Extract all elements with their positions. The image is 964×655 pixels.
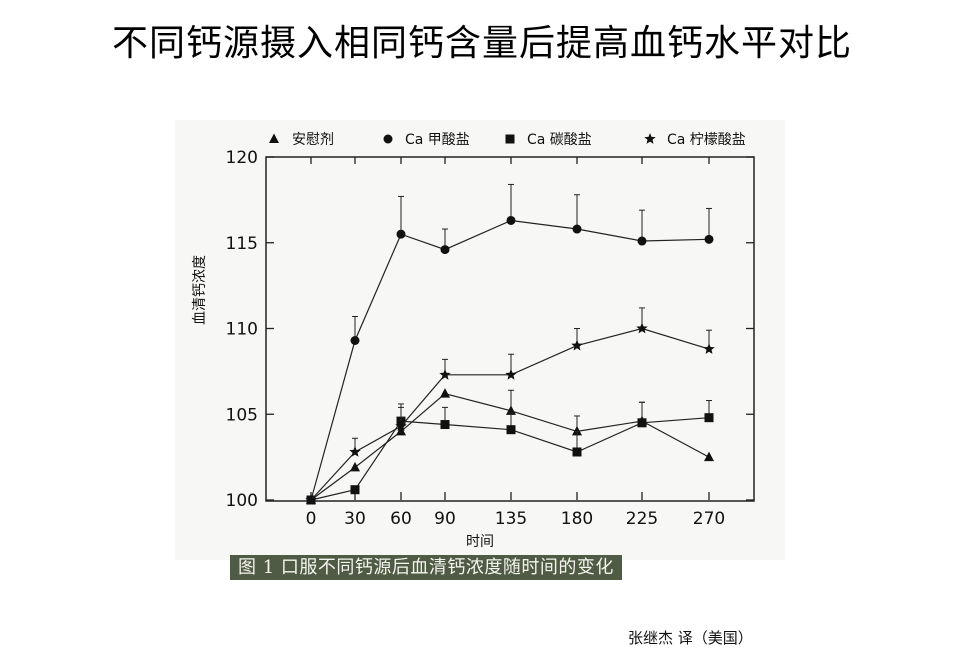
y-axis: 100 105 110 115 120 bbox=[226, 148, 754, 511]
translator-credit: 张继杰 译（美国） bbox=[628, 629, 753, 647]
data-point-triangle bbox=[704, 451, 714, 462]
data-point-circle bbox=[572, 224, 582, 234]
series-line bbox=[310, 417, 710, 501]
y-tick-label: 120 bbox=[226, 148, 258, 168]
data-point-star bbox=[636, 322, 648, 334]
legend-label: Ca 甲酸盐 bbox=[405, 132, 470, 148]
data-point-circle bbox=[704, 234, 714, 244]
figure-caption: 图 1 口服不同钙源后血清钙浓度随时间的变化 bbox=[230, 555, 622, 580]
x-tick-label: 225 bbox=[626, 509, 658, 529]
x-tick-label: 180 bbox=[561, 509, 593, 529]
series-star bbox=[305, 307, 715, 505]
data-point-square bbox=[637, 418, 647, 428]
y-tick-label: 115 bbox=[226, 234, 258, 254]
x-axis-title: 时间 bbox=[466, 534, 494, 550]
data-point-circle bbox=[396, 229, 406, 239]
series-line bbox=[310, 327, 710, 501]
x-tick-label: 270 bbox=[693, 509, 725, 529]
data-point-square bbox=[505, 134, 515, 144]
data-point-square bbox=[506, 425, 516, 435]
data-point-circle bbox=[350, 336, 360, 346]
data-point-triangle bbox=[572, 425, 582, 436]
figure-background bbox=[175, 120, 785, 560]
y-axis-title: 血清钙浓度 bbox=[192, 255, 208, 325]
series-circle bbox=[306, 183, 714, 505]
legend-item: Ca 甲酸盐 bbox=[383, 132, 470, 148]
legend-item: Ca 碳酸盐 bbox=[505, 132, 592, 148]
data-point-square bbox=[572, 447, 582, 457]
legend-label: Ca 碳酸盐 bbox=[527, 132, 592, 148]
legend: 安慰剂 Ca 甲酸盐 Ca 碳酸盐 Ca 柠檬酸盐 bbox=[269, 131, 746, 148]
data-point-circle bbox=[440, 245, 450, 255]
data-point-star bbox=[703, 343, 715, 354]
x-tick-label: 0 bbox=[306, 509, 317, 529]
x-tick-label: 90 bbox=[434, 509, 456, 529]
legend-item: Ca 柠檬酸盐 bbox=[644, 132, 746, 148]
x-tick-label: 30 bbox=[344, 509, 366, 529]
y-tick-label: 105 bbox=[226, 405, 258, 425]
series-triangle bbox=[306, 388, 714, 504]
series-line bbox=[310, 219, 710, 501]
x-tick-label: 135 bbox=[495, 509, 527, 529]
x-tick-label: 60 bbox=[390, 509, 412, 529]
data-point-star bbox=[349, 446, 361, 457]
legend-item: 安慰剂 bbox=[269, 131, 334, 148]
legend-label: Ca 柠檬酸盐 bbox=[667, 132, 746, 148]
x-axis: 0 30 60 90 135 180 225 270 bbox=[306, 157, 725, 529]
data-point-star bbox=[505, 368, 517, 380]
legend-label: 安慰剂 bbox=[292, 131, 334, 148]
data-point-star bbox=[305, 494, 317, 505]
data-point-circle bbox=[637, 236, 647, 246]
series-square bbox=[306, 400, 714, 505]
y-tick-label: 100 bbox=[226, 491, 258, 511]
data-point-square bbox=[704, 413, 714, 423]
series-line bbox=[310, 393, 710, 501]
data-point-star bbox=[395, 420, 407, 432]
data-point-triangle bbox=[269, 133, 279, 143]
data-point-square bbox=[350, 485, 360, 495]
data-point-triangle bbox=[440, 388, 450, 398]
y-tick-label: 110 bbox=[226, 320, 258, 340]
data-point-triangle bbox=[350, 461, 360, 472]
data-point-triangle bbox=[396, 425, 406, 436]
data-point-circle bbox=[506, 215, 516, 225]
series-layer bbox=[305, 183, 715, 505]
slide-title: 不同钙源摄入相同钙含量后提高血钙水平对比 bbox=[111, 23, 852, 64]
plot-frame bbox=[265, 156, 755, 502]
data-point-star bbox=[644, 133, 656, 144]
data-point-star bbox=[439, 368, 451, 380]
data-point-square bbox=[440, 420, 450, 430]
data-point-circle bbox=[383, 134, 393, 144]
data-point-star bbox=[571, 339, 583, 351]
